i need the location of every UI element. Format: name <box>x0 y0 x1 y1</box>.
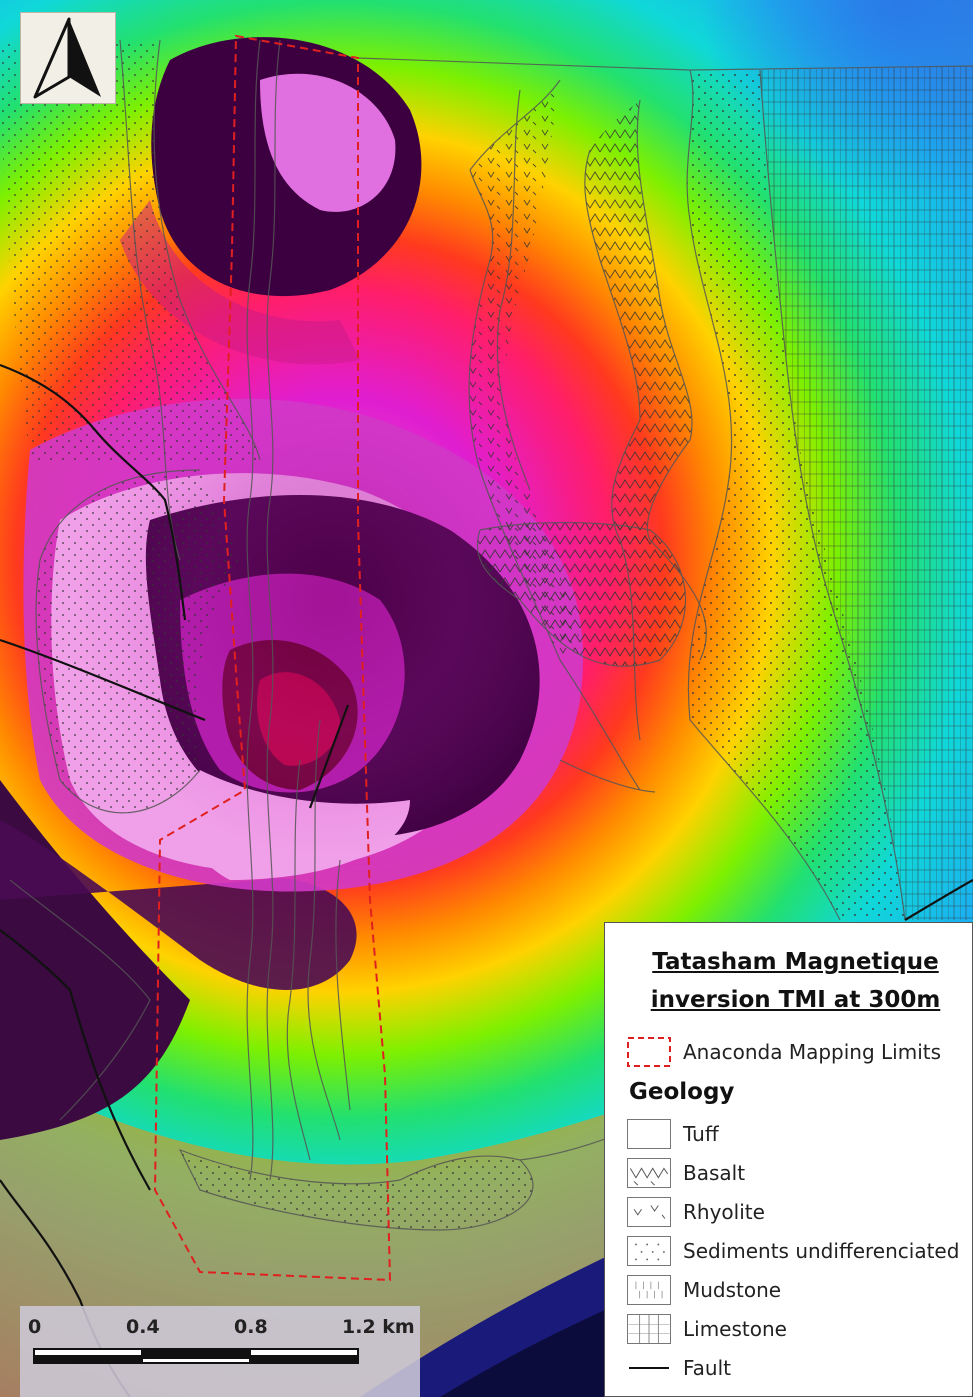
basalt-swatch <box>627 1158 671 1188</box>
legend-item-fault: Fault <box>627 1351 731 1385</box>
scale-segment-2b <box>141 1357 251 1364</box>
legend-label: Sediments undifferenciated <box>683 1239 960 1263</box>
legend-label: Basalt <box>683 1161 746 1185</box>
legend-label: Rhyolite <box>683 1200 765 1224</box>
legend-item-basalt: Basalt <box>627 1156 745 1190</box>
north-arrow-icon <box>33 17 101 99</box>
legend-label: Mudstone <box>683 1278 782 1302</box>
scale-label-04: 0.4 <box>126 1316 160 1338</box>
legend-label: Fault <box>683 1356 731 1380</box>
legend-label: Limestone <box>683 1317 787 1341</box>
scale-label-12: 1.2 km <box>342 1316 415 1338</box>
scale-segment-3b <box>249 1357 359 1364</box>
scale-segment-1b <box>33 1357 143 1364</box>
limestone-swatch <box>627 1314 671 1344</box>
geology-heading: Geology <box>629 1079 735 1105</box>
legend-item-mudstone: Mudstone <box>627 1273 781 1307</box>
legend-item-tuff: Tuff <box>627 1117 719 1151</box>
legend-label: Anaconda Mapping Limits <box>683 1040 942 1064</box>
fault-swatch <box>627 1353 671 1383</box>
legend-label: Tuff <box>683 1122 719 1146</box>
legend-title: Tatasham Magnetique inversion TMI at 300… <box>605 943 973 1019</box>
north-arrow <box>20 12 116 104</box>
legend-title-line2: inversion TMI at 300m <box>650 987 941 1013</box>
mapping-limits-swatch <box>627 1037 671 1067</box>
legend-title-line1: Tatasham Magnetique <box>652 949 939 975</box>
legend-item-mapping-limits: Anaconda Mapping Limits <box>627 1035 941 1069</box>
scale-segment-1 <box>33 1348 143 1357</box>
scale-bar: 0 0.4 0.8 1.2 km <box>20 1306 420 1397</box>
scale-segment-2 <box>141 1348 251 1357</box>
rhyolite-swatch <box>627 1197 671 1227</box>
sediments-swatch <box>627 1236 671 1266</box>
scale-segment-3 <box>249 1348 359 1357</box>
legend-item-sediments: Sediments undifferenciated <box>627 1234 959 1268</box>
scale-label-0: 0 <box>28 1316 42 1338</box>
legend: Tatasham Magnetique inversion TMI at 300… <box>604 922 973 1397</box>
mudstone-swatch <box>627 1275 671 1305</box>
scale-label-08: 0.8 <box>234 1316 268 1338</box>
legend-item-rhyolite: Rhyolite <box>627 1195 765 1229</box>
legend-item-limestone: Limestone <box>627 1312 787 1346</box>
tuff-swatch <box>627 1119 671 1149</box>
